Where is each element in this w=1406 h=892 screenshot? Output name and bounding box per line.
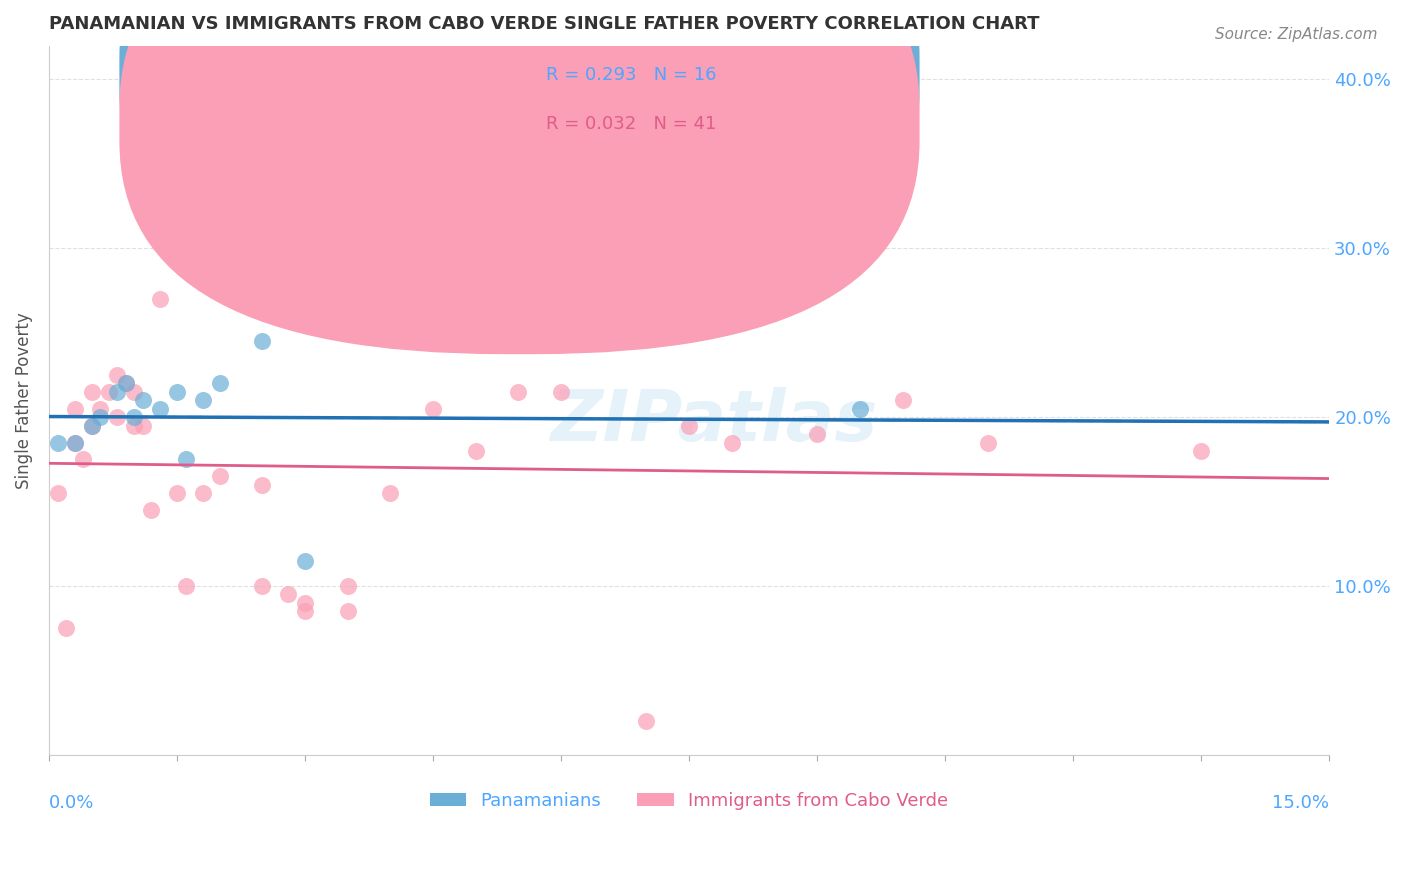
Point: [114, 376, 136, 391]
Point: [849, 401, 872, 416]
Point: [46, 486, 69, 500]
Point: [124, 418, 146, 433]
Point: [252, 579, 274, 593]
FancyBboxPatch shape: [120, 0, 920, 304]
Point: [1189, 444, 1212, 458]
Point: [72, 452, 94, 467]
Point: [80, 384, 103, 399]
Point: [97, 384, 120, 399]
Point: [132, 418, 155, 433]
Text: PANAMANIAN VS IMMIGRANTS FROM CABO VERDE SINGLE FATHER POVERTY CORRELATION CHART: PANAMANIAN VS IMMIGRANTS FROM CABO VERDE…: [49, 15, 1039, 33]
Point: [174, 452, 197, 467]
Point: [464, 444, 486, 458]
Point: [208, 376, 231, 391]
Point: [89, 410, 111, 425]
Point: [166, 384, 188, 399]
Point: [208, 469, 231, 483]
Point: [105, 368, 128, 382]
Point: [46, 435, 69, 450]
Point: [132, 393, 155, 408]
Point: [720, 435, 742, 450]
Point: [422, 401, 444, 416]
Y-axis label: Single Father Poverty: Single Father Poverty: [15, 312, 32, 489]
Point: [252, 334, 274, 348]
FancyBboxPatch shape: [471, 67, 894, 162]
Point: [252, 477, 274, 491]
Point: [636, 714, 658, 728]
Point: [89, 401, 111, 416]
Point: [80, 418, 103, 433]
Point: [55, 621, 77, 635]
Point: [294, 604, 316, 618]
Point: [105, 384, 128, 399]
Point: [806, 427, 828, 442]
Point: [225, 267, 247, 281]
Point: [336, 579, 359, 593]
Point: [149, 292, 172, 306]
Point: [63, 435, 86, 450]
Point: [277, 587, 299, 601]
Point: [63, 435, 86, 450]
Text: 0.0%: 0.0%: [49, 794, 94, 812]
Text: R = 0.032   N = 41: R = 0.032 N = 41: [546, 115, 716, 133]
Point: [114, 376, 136, 391]
FancyBboxPatch shape: [120, 0, 920, 354]
Text: R = 0.293   N = 16: R = 0.293 N = 16: [546, 67, 716, 85]
Text: 15.0%: 15.0%: [1272, 794, 1329, 812]
Point: [174, 579, 197, 593]
Point: [80, 418, 103, 433]
Point: [294, 596, 316, 610]
Point: [105, 410, 128, 425]
Point: [678, 418, 700, 433]
Point: [63, 401, 86, 416]
Point: [380, 486, 402, 500]
Point: [294, 554, 316, 568]
Point: [191, 393, 214, 408]
Legend: Panamanians, Immigrants from Cabo Verde: Panamanians, Immigrants from Cabo Verde: [423, 784, 956, 817]
Point: [141, 503, 163, 517]
Point: [977, 435, 1000, 450]
Point: [124, 410, 146, 425]
Point: [149, 401, 172, 416]
Point: [336, 604, 359, 618]
Point: [124, 384, 146, 399]
Point: [550, 384, 572, 399]
Text: ZIPatlas: ZIPatlas: [551, 387, 879, 456]
Text: Source: ZipAtlas.com: Source: ZipAtlas.com: [1215, 27, 1378, 42]
Point: [166, 486, 188, 500]
Point: [891, 393, 914, 408]
Point: [191, 486, 214, 500]
Point: [508, 384, 530, 399]
